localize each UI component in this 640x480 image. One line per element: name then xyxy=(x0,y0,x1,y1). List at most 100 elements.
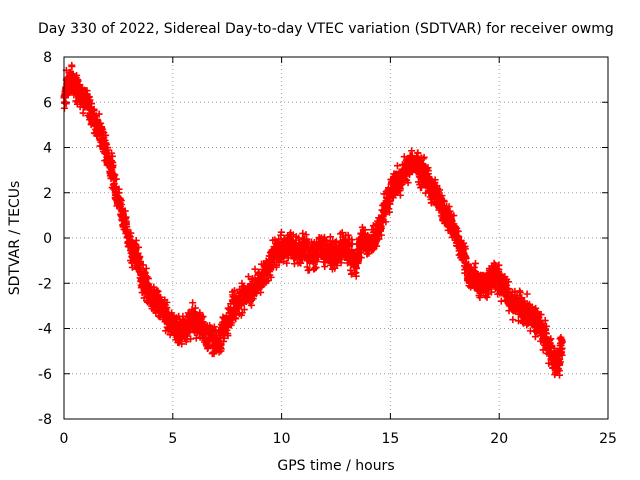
data-point xyxy=(108,149,116,157)
data-point xyxy=(144,275,152,283)
data-point xyxy=(420,153,428,161)
data-point xyxy=(102,131,110,139)
y-tick-label: -8 xyxy=(38,412,52,428)
data-point xyxy=(504,278,512,286)
data-point xyxy=(313,258,321,266)
data-point xyxy=(189,299,197,307)
data-point xyxy=(462,254,470,262)
data-point xyxy=(142,264,150,272)
data-point xyxy=(135,243,143,251)
data-point xyxy=(424,167,432,175)
data-point xyxy=(556,371,564,379)
data-point xyxy=(385,208,393,216)
y-axis-label: SDTVAR / TECUs xyxy=(7,181,23,296)
data-point xyxy=(277,228,285,236)
y-tick-label: 4 xyxy=(43,141,52,157)
data-point xyxy=(232,315,240,323)
y-axis-ticks: -8 -6 -4 -2 0 2 4 6 8 xyxy=(38,50,608,428)
data-point xyxy=(509,316,517,324)
data-point xyxy=(523,290,531,298)
data-point xyxy=(377,231,385,239)
data-point xyxy=(440,197,448,205)
data-point xyxy=(283,259,291,267)
data-point xyxy=(210,323,218,331)
data-point xyxy=(470,263,478,271)
y-tick-label: 6 xyxy=(43,95,52,111)
data-point xyxy=(465,261,473,269)
data-points xyxy=(60,61,566,379)
data-point xyxy=(344,231,352,239)
data-point xyxy=(163,298,171,306)
data-point xyxy=(139,261,147,269)
data-point xyxy=(419,155,427,163)
x-tick-label: 0 xyxy=(60,431,69,447)
data-point xyxy=(115,185,123,193)
data-point xyxy=(251,265,259,273)
data-point xyxy=(373,242,381,250)
data-point xyxy=(192,334,200,342)
data-point xyxy=(267,273,275,281)
data-point xyxy=(97,119,105,127)
data-point xyxy=(178,340,186,348)
data-point xyxy=(143,273,151,281)
x-axis-ticks: 0 5 10 15 20 25 xyxy=(60,57,617,447)
data-point xyxy=(204,343,212,351)
data-point xyxy=(542,330,550,338)
y-tick-label: -2 xyxy=(38,276,52,292)
data-point xyxy=(326,233,334,241)
y-tick-label: 2 xyxy=(43,186,52,202)
data-point xyxy=(352,272,360,280)
data-point xyxy=(154,287,162,295)
data-point xyxy=(240,306,248,314)
data-point xyxy=(531,333,539,341)
data-point xyxy=(377,224,385,232)
data-point xyxy=(347,266,355,274)
data-point xyxy=(79,109,87,117)
data-point xyxy=(516,289,524,297)
data-point xyxy=(90,105,98,113)
data-point xyxy=(450,212,458,220)
data-point xyxy=(514,317,522,325)
x-tick-label: 15 xyxy=(381,431,399,447)
data-point xyxy=(338,255,346,263)
data-point xyxy=(547,335,555,343)
data-point xyxy=(547,343,555,351)
data-point xyxy=(305,266,313,274)
data-point xyxy=(471,259,479,267)
data-point xyxy=(541,317,549,325)
data-point xyxy=(109,161,117,169)
data-point xyxy=(217,345,225,353)
data-point xyxy=(303,235,311,243)
data-point xyxy=(495,261,503,269)
data-point xyxy=(132,236,140,244)
data-point xyxy=(121,207,129,215)
data-point xyxy=(438,192,446,200)
data-point xyxy=(352,265,360,273)
data-point xyxy=(248,296,256,304)
data-point xyxy=(483,293,491,301)
data-point xyxy=(199,313,207,321)
data-point xyxy=(382,218,390,226)
data-point xyxy=(312,264,320,272)
data-point xyxy=(295,234,303,242)
data-point xyxy=(431,176,439,184)
x-tick-label: 25 xyxy=(599,431,617,447)
data-point xyxy=(504,285,512,293)
x-tick-label: 20 xyxy=(490,431,508,447)
y-tick-label: 0 xyxy=(43,231,52,247)
data-point xyxy=(525,300,533,308)
x-tick-label: 10 xyxy=(273,431,291,447)
x-tick-label: 5 xyxy=(168,431,177,447)
data-point xyxy=(244,273,252,281)
y-tick-label: 8 xyxy=(43,50,52,66)
x-axis-label: GPS time / hours xyxy=(277,458,394,474)
data-point xyxy=(542,322,550,330)
data-point xyxy=(357,254,365,262)
grid-lines xyxy=(64,57,608,419)
data-point xyxy=(396,191,404,199)
data-point xyxy=(191,304,199,312)
data-point xyxy=(98,124,106,132)
data-point xyxy=(361,226,369,234)
y-tick-label: -4 xyxy=(38,322,52,338)
